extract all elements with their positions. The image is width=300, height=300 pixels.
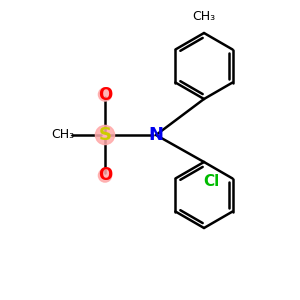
Text: O: O bbox=[98, 85, 112, 103]
Text: CH₃: CH₃ bbox=[192, 10, 216, 23]
Text: N: N bbox=[148, 126, 164, 144]
Text: O: O bbox=[98, 167, 112, 184]
Text: CH₃: CH₃ bbox=[51, 128, 75, 142]
Text: S: S bbox=[98, 126, 112, 144]
Circle shape bbox=[98, 88, 112, 101]
Circle shape bbox=[98, 169, 112, 182]
Text: Cl: Cl bbox=[203, 174, 220, 189]
Circle shape bbox=[95, 125, 115, 145]
